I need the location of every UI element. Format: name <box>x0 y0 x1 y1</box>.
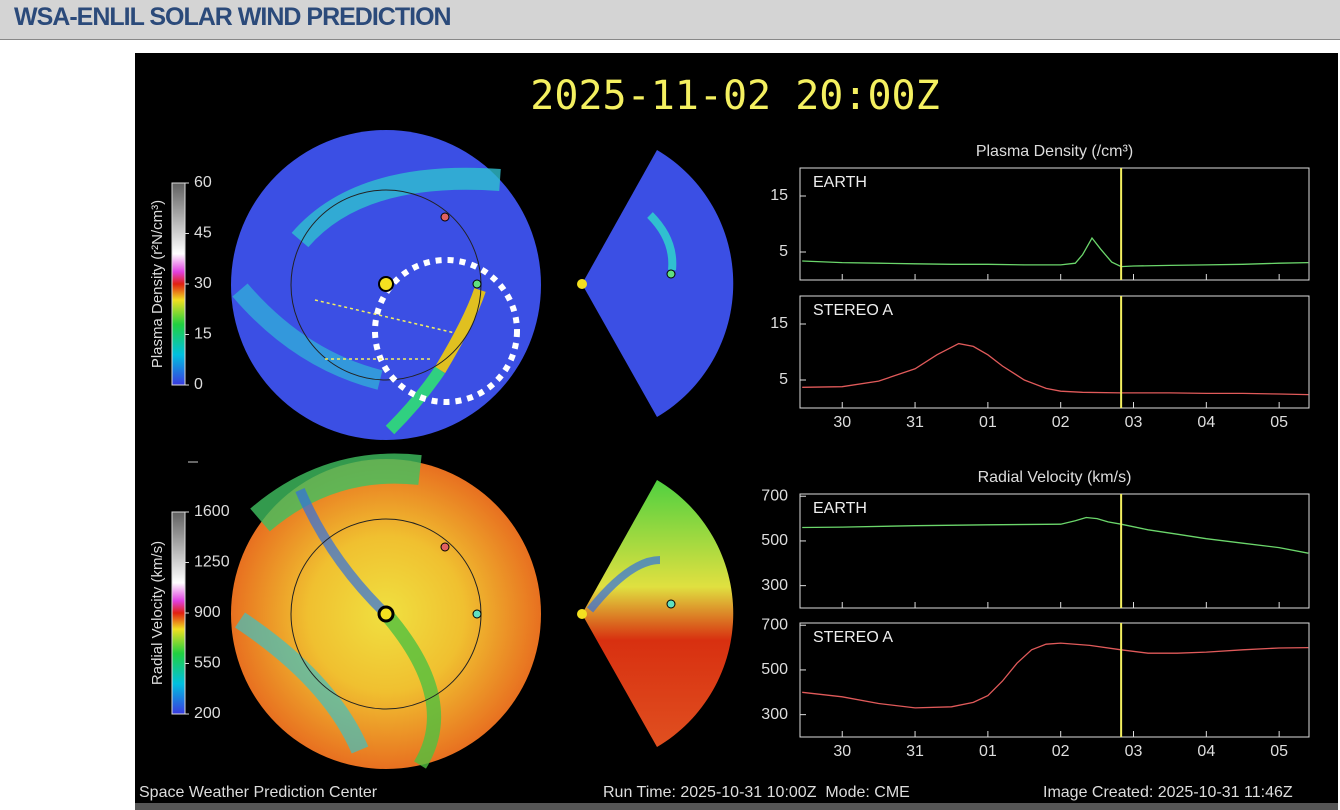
y-tick-label: 5 <box>779 243 788 260</box>
x-tick-label: 30 <box>833 743 851 760</box>
colorbar-tick-label: 60 <box>194 174 212 191</box>
y-tick-label: 300 <box>761 706 788 723</box>
colorbar <box>171 511 186 715</box>
plot-frame <box>799 167 1310 281</box>
x-tick-label: 03 <box>1125 414 1143 431</box>
x-tick-label: 01 <box>979 414 997 431</box>
colorbar-tick-label: 1250 <box>194 554 230 571</box>
series-label: STEREO A <box>813 302 893 319</box>
chart-title: Radial Velocity (km/s) <box>978 469 1132 486</box>
page-title: WSA-ENLIL SOLAR WIND PREDICTION <box>14 3 452 31</box>
data-line <box>802 236 1309 268</box>
data-line <box>802 642 1309 709</box>
velocity-wedge <box>577 480 734 747</box>
x-tick-label: 01 <box>979 743 997 760</box>
data-line <box>802 516 1309 554</box>
footer-center: Run Time: 2025-10-31 10:00Z Mode: CME <box>603 784 910 801</box>
series-label: STEREO A <box>813 629 893 646</box>
y-tick-label: 300 <box>761 577 788 594</box>
colorbar-tick-label: 0 <box>194 376 203 393</box>
y-tick-label: 700 <box>761 616 788 633</box>
image-bottom-strip <box>135 803 1338 810</box>
header-bar: WSA-ENLIL SOLAR WIND PREDICTION <box>0 0 1340 40</box>
colorbar-tick-label: 900 <box>194 604 221 621</box>
x-tick-label: 05 <box>1270 743 1288 760</box>
colorbar-label: Plasma Density (r²N/cm³) <box>149 200 166 368</box>
y-tick-label: 700 <box>761 487 788 504</box>
x-tick-label: 31 <box>906 414 924 431</box>
x-tick-label: 03 <box>1125 743 1143 760</box>
density-disk <box>231 130 541 440</box>
series-label: EARTH <box>813 174 867 191</box>
x-tick-label: 05 <box>1270 414 1288 431</box>
plot-frame <box>799 295 1310 409</box>
series-label: EARTH <box>813 500 867 517</box>
colorbar-tick-label: 15 <box>194 326 212 343</box>
x-tick-label: 04 <box>1197 743 1215 760</box>
x-tick-label: 02 <box>1052 414 1070 431</box>
colorbar-tick-label: 30 <box>194 275 212 292</box>
x-tick-label: 04 <box>1197 414 1215 431</box>
colorbar-tick-label: 1600 <box>194 503 230 520</box>
timestamp: 2025-11-02 20:00Z <box>530 73 939 119</box>
plot-frame <box>799 622 1310 738</box>
x-tick-label: 02 <box>1052 743 1070 760</box>
footer-right: Image Created: 2025-10-31 11:46Z <box>1043 784 1293 801</box>
colorbar-tick-label: 200 <box>194 705 221 722</box>
x-tick-label: 31 <box>906 743 924 760</box>
colorbar-tick-label: 45 <box>194 225 212 242</box>
colorbar <box>171 182 186 386</box>
y-tick-label: 500 <box>761 661 788 678</box>
colorbar-tick-label: 550 <box>194 655 221 672</box>
x-tick-label: 30 <box>833 414 851 431</box>
chart-title: Plasma Density (/cm³) <box>976 143 1133 160</box>
y-tick-label: 15 <box>770 187 788 204</box>
footer-left: Space Weather Prediction Center <box>139 784 378 801</box>
velocity-disk <box>231 453 541 769</box>
y-tick-label: 15 <box>770 315 788 332</box>
y-tick-label: 500 <box>761 532 788 549</box>
y-tick-label: 5 <box>779 371 788 388</box>
density-wedge <box>577 150 734 417</box>
colorbar-label: Radial Velocity (km/s) <box>149 541 166 685</box>
plot-frame <box>799 493 1310 609</box>
data-line <box>802 342 1309 396</box>
